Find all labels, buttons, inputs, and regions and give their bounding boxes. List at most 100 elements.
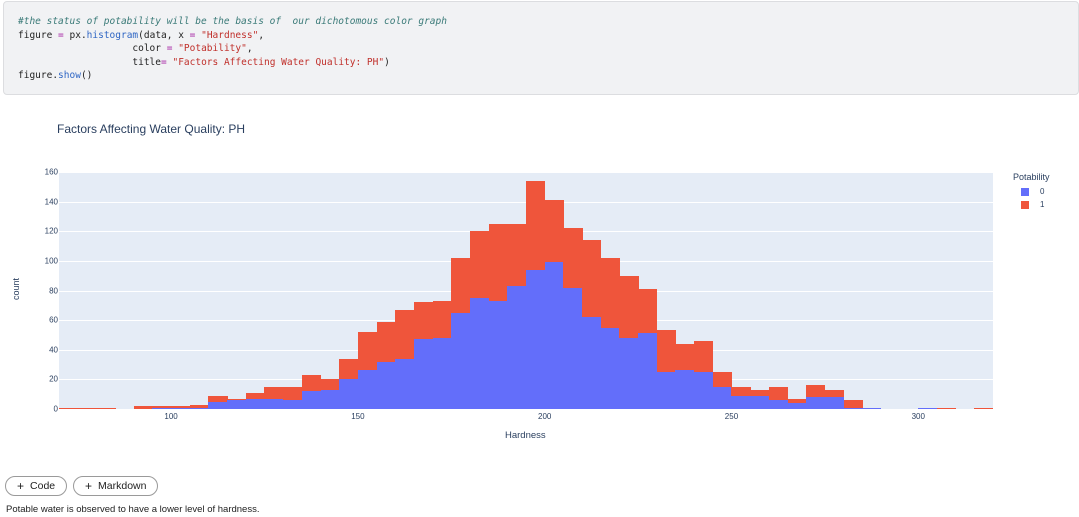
y-tick-label: 80 (49, 286, 58, 295)
bar-segment-potability-1 (563, 228, 583, 288)
bar-segment-potability-1 (694, 340, 714, 372)
histogram-bar[interactable] (208, 395, 228, 409)
histogram-bar[interactable] (171, 406, 191, 409)
bar-segment-potability-1 (264, 386, 284, 399)
histogram-bar[interactable] (731, 386, 751, 409)
histogram-bar[interactable] (320, 379, 340, 409)
bar-segment-potability-0 (731, 395, 751, 409)
add-markdown-cell-button[interactable]: + Markdown (73, 476, 158, 496)
histogram-bar[interactable] (806, 385, 826, 409)
bar-segment-potability-0 (787, 403, 807, 409)
bar-segment-potability-0 (208, 401, 228, 409)
histogram-bar[interactable] (694, 340, 714, 409)
histogram-bar[interactable] (656, 330, 676, 409)
histogram-bar[interactable] (600, 257, 620, 409)
y-tick-label: 60 (49, 315, 58, 325)
legend-item-0[interactable]: 0 (1021, 185, 1050, 198)
histogram-bar[interactable] (638, 289, 658, 409)
bar-segment-potability-1 (507, 223, 527, 287)
bar-segment-potability-1 (357, 331, 378, 371)
histogram-bar[interactable] (152, 406, 172, 409)
histogram-bar[interactable] (918, 407, 938, 409)
histogram-bar[interactable] (77, 407, 97, 409)
add-code-cell-button[interactable]: + Code (5, 476, 67, 496)
bar-segment-potability-0 (600, 327, 620, 409)
code-cell[interactable]: #the status of potability will be the ba… (3, 1, 1079, 95)
legend-title: Potability (1013, 172, 1050, 182)
histogram-bar[interactable] (526, 180, 546, 409)
histogram-bar[interactable] (843, 400, 863, 409)
histogram-bar[interactable] (787, 398, 807, 409)
bar-segment-potability-1 (600, 257, 620, 328)
histogram-bar[interactable] (768, 386, 788, 409)
bar-segment-potability-0 (432, 337, 452, 409)
histogram-bar[interactable] (395, 309, 415, 409)
y-tick-label: 160 (44, 167, 58, 177)
histogram-bar[interactable] (824, 389, 845, 409)
x-tick-label: 150 (351, 412, 365, 421)
histogram-bar[interactable] (451, 257, 471, 409)
histogram-bar[interactable] (264, 386, 284, 409)
histogram-bar[interactable] (189, 404, 209, 409)
histogram-bar[interactable] (974, 407, 994, 409)
bar-segment-potability-1 (395, 309, 415, 359)
bar-segment-potability-0 (544, 262, 564, 409)
legend-item-1[interactable]: 1 (1021, 198, 1050, 211)
bar-segment-potability-0 (264, 398, 284, 409)
histogram-bar[interactable] (245, 392, 265, 409)
histogram-bar[interactable] (59, 407, 79, 409)
bar-segment-potability-0 (451, 312, 471, 409)
plus-icon: + (85, 479, 93, 493)
histogram-bar[interactable] (96, 407, 116, 409)
bar-segment-potability-1 (936, 407, 957, 409)
bar-segment-potability-1 (488, 223, 508, 301)
bar-segment-potability-1 (469, 231, 490, 298)
bar-segment-potability-1 (171, 406, 191, 408)
bar-segment-potability-0 (712, 386, 732, 409)
bar-segment-potability-1 (750, 389, 770, 396)
histogram-bar[interactable] (712, 371, 732, 409)
x-axis-label: Hardness (505, 430, 546, 441)
histogram-bar[interactable] (283, 386, 303, 409)
bar-segment-potability-1 (712, 371, 732, 387)
histogram-bar[interactable] (133, 406, 153, 409)
bar-segment-potability-1 (77, 407, 97, 409)
gridline (59, 172, 993, 173)
legend-label-1: 1 (1040, 200, 1045, 209)
bar-segment-potability-1 (582, 240, 602, 318)
bar-segment-potability-1 (96, 407, 116, 409)
histogram-bar[interactable] (862, 407, 882, 409)
histogram-bar[interactable] (376, 321, 396, 409)
bar-segment-potability-1 (245, 392, 265, 399)
histogram-bar[interactable] (619, 275, 639, 409)
histogram-bar[interactable] (675, 343, 695, 409)
histogram-bar[interactable] (339, 358, 359, 409)
bar-segment-potability-0 (283, 400, 303, 409)
histogram-bar[interactable] (750, 389, 770, 409)
histogram-bar[interactable] (507, 223, 527, 409)
histogram-bar[interactable] (301, 374, 321, 409)
bar-segment-potability-1 (339, 358, 359, 380)
y-tick-label: 120 (44, 226, 58, 236)
bar-segment-potability-1 (301, 374, 321, 392)
bar-segment-potability-0 (526, 269, 546, 409)
code-line: color = "Potability", (18, 43, 253, 55)
bar-segment-potability-0 (619, 337, 639, 409)
histogram-bar[interactable] (936, 407, 957, 409)
plot-area[interactable] (59, 172, 994, 409)
bar-segment-potability-1 (376, 321, 396, 362)
histogram-bar[interactable] (469, 231, 490, 409)
histogram-bar[interactable] (432, 300, 452, 409)
bar-segment-potability-1 (413, 302, 434, 340)
histogram-bar[interactable] (582, 240, 602, 409)
bar-segment-potability-0 (152, 407, 172, 409)
histogram-bar[interactable] (563, 228, 583, 409)
histogram-bar[interactable] (357, 331, 378, 409)
histogram-bar[interactable] (544, 200, 564, 409)
histogram-bar[interactable] (227, 398, 247, 409)
histogram-bar[interactable] (413, 302, 434, 409)
bar-segment-potability-1 (974, 407, 994, 409)
bar-segment-potability-0 (750, 395, 770, 409)
histogram-bar[interactable] (488, 223, 508, 409)
bar-segment-potability-0 (638, 333, 658, 409)
